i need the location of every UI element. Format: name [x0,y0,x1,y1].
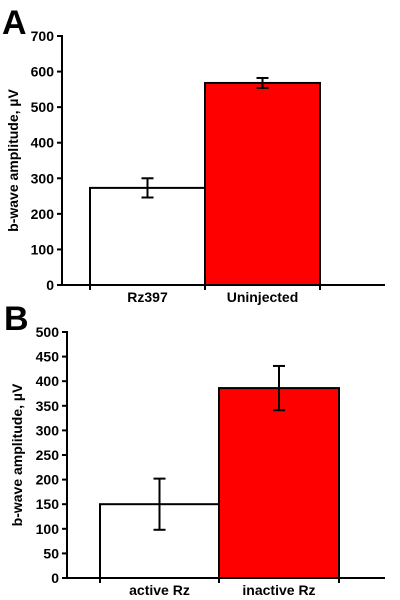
y-tick-label: 500 [31,99,55,115]
error-bar-rz397 [141,177,154,199]
y-tick-label: 200 [36,472,60,488]
x-tick-label: inactive Rz [242,582,315,598]
y-tick-label: 500 [36,324,60,340]
bar-rz397 [89,186,206,286]
x-tick-label: Rz397 [127,289,168,305]
x-tick-label: Uninjected [227,289,299,305]
chart-panel-a: A 0 100 200 300 400 500 600 700 Rz397 Uninjected b-… [2,4,385,305]
error-bar-active-rz [153,477,166,531]
y-tick-label: 450 [36,349,60,365]
panel-letter: A [2,4,27,42]
chart-panel-b: B 0 50 100 150 200 250 300 350 400 450 500 active Rz… [4,300,385,598]
y-tick-label: 250 [36,447,60,463]
y-tick-label: 600 [31,64,55,80]
y-tick-label: 0 [51,570,59,586]
error-bar-inactive-rz [273,364,285,412]
y-tick-label: 200 [31,206,55,222]
y-tick-label: 350 [36,398,60,414]
y-tick-label: 400 [31,135,55,151]
x-tick-label: active Rz [129,582,190,598]
panel-letter: B [4,300,29,338]
y-tick-label: 300 [31,170,55,186]
y-tick-label: 300 [36,422,60,438]
bar-uninjected [204,81,321,286]
y-tick-label: 700 [31,28,55,44]
y-tick-label: 100 [31,241,55,257]
y-tick-label: 0 [46,277,54,293]
bar-inactive-rz [218,387,340,580]
y-axis-title: b-wave amplitude, µV [9,383,25,526]
y-axis-title: b-wave amplitude, µV [5,89,21,232]
y-tick-label: 150 [36,496,60,512]
y-tick-label: 50 [43,545,59,561]
y-tick-label: 400 [36,373,60,389]
y-tick-label: 100 [36,521,60,537]
error-bar-uninjected [256,76,269,89]
